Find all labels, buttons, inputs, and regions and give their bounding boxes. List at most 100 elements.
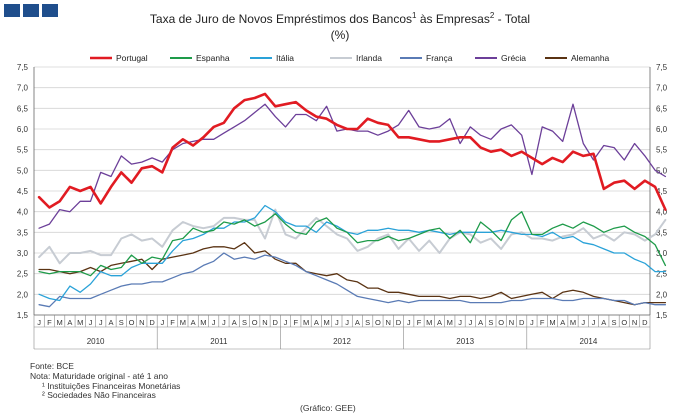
logo-block [23,4,39,17]
footer-note: Nota: Maturidade original - até 1 ano [30,370,168,381]
year-label: 2011 [210,337,228,346]
series-line-alemanha [38,242,667,306]
x-tick-label: A [314,318,319,327]
x-tick-label: J [468,318,472,327]
x-tick-label: F [47,318,52,327]
chart-credit: (Gráfico: GEE) [300,403,356,413]
y-tick-label-right: 5,5 [656,146,668,155]
x-tick-label: O [621,318,627,327]
legend-label-frança: França [426,53,453,63]
year-label: 2013 [456,337,474,346]
x-tick-label: O [129,318,135,327]
title-end: - Total [494,12,531,26]
x-tick-label: D [642,318,648,327]
year-label: 2014 [580,337,598,346]
x-tick-label: J [222,318,226,327]
y-tick-label-right: 3,5 [656,228,668,237]
title-sup2: 2 [489,11,495,20]
y-tick-label-left: 2,5 [17,270,29,279]
chart-title: Taxa de Juro de Novos Empréstimos dos Ba… [60,8,620,43]
x-tick-label: J [458,318,462,327]
x-tick-label: M [323,318,329,327]
x-tick-label: M [57,318,63,327]
y-tick-label-left: 4,0 [17,208,29,217]
y-tick-label-right: 2,5 [656,270,668,279]
x-tick-label: M [426,318,432,327]
legend-label-alemanha: Alemanha [571,53,610,63]
y-tick-label-left: 3,5 [17,228,29,237]
series-line-espanha [38,211,667,277]
footer-note-2: ² Sociedades Não Financeiras [42,390,156,401]
logo-block [42,4,58,17]
x-tick-label: D [396,318,402,327]
y-tick-label-left: 5,5 [17,146,29,155]
title-line1: Taxa de Juro de Novos Empréstimos dos Ba… [149,12,413,26]
x-tick-label: S [242,318,247,327]
x-tick-label: N [262,318,267,327]
title-line2: (%) [330,28,350,42]
y-tick-label-right: 3,0 [656,249,668,258]
x-tick-label: M [180,318,186,327]
title-sup1: 1 [412,11,417,20]
x-tick-label: J [37,318,41,327]
x-tick-label: M [77,318,83,327]
logo-block [4,4,20,17]
y-tick-label-right: 4,0 [656,208,668,217]
x-tick-label: N [385,318,390,327]
x-tick-label: O [375,318,381,327]
logo [4,4,58,17]
footer-note-1: ¹ Instituições Financeiras Monetárias [42,380,181,391]
x-tick-label: J [284,318,288,327]
x-tick-label: S [612,318,617,327]
y-tick-label-right: 5,0 [656,166,668,175]
y-tick-label-right: 2,0 [656,290,668,299]
legend-label-espanha: Espanha [196,53,230,63]
year-label: 2010 [87,337,105,346]
series-line-portugal [37,92,667,211]
x-tick-label: J [592,318,596,327]
x-tick-label: M [447,318,453,327]
y-tick-label-left: 2,0 [17,290,29,299]
year-label: 2012 [333,337,351,346]
x-tick-label: J [89,318,93,327]
x-tick-label: M [570,318,576,327]
x-tick-label: J [407,318,411,327]
x-tick-label: O [498,318,504,327]
y-tick-label-right: 6,5 [656,104,668,113]
y-tick-label-right: 1,5 [656,311,668,320]
y-tick-label-right: 7,5 [656,63,668,72]
y-tick-label-left: 7,0 [17,84,29,93]
x-tick-label: J [335,318,339,327]
legend-label-irlanda: Irlanda [356,53,382,63]
x-tick-label: J [212,318,216,327]
x-tick-label: A [478,318,483,327]
chart-footer: Fonte: BCE Nota: Maturidade original - a… [30,361,181,401]
x-tick-label: S [119,318,124,327]
series-line-grécia [38,103,667,229]
x-tick-label: N [139,318,144,327]
x-tick-label: J [345,318,349,327]
x-tick-label: A [67,318,72,327]
x-tick-label: A [437,318,442,327]
x-tick-label: J [99,318,103,327]
y-tick-label-left: 6,5 [17,104,29,113]
x-tick-label: J [160,318,164,327]
footer-source: Fonte: BCE [30,361,74,371]
y-tick-label-left: 5,0 [17,166,29,175]
x-tick-label: O [252,318,258,327]
x-tick-label: D [149,318,155,327]
x-tick-label: A [601,318,606,327]
y-tick-label-left: 1,5 [17,311,29,320]
x-tick-label: M [200,318,206,327]
x-tick-label: A [191,318,196,327]
y-tick-label-right: 6,0 [656,125,668,134]
x-tick-label: F [540,318,545,327]
x-tick-label: N [509,318,514,327]
y-tick-label-right: 7,0 [656,84,668,93]
x-tick-label: J [530,318,534,327]
series-line-frança [38,252,667,308]
series-line-itália [38,204,667,302]
x-tick-label: A [560,318,565,327]
x-tick-label: S [365,318,370,327]
